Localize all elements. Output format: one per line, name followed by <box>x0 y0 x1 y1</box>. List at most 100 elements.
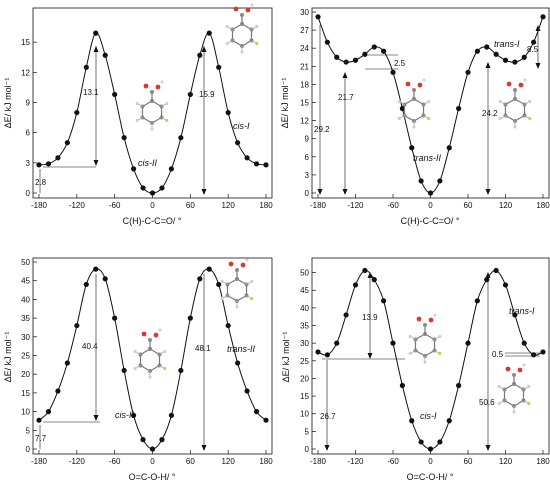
oxygen-atom <box>505 366 511 372</box>
data-point <box>446 418 452 424</box>
conformer-label: cis-I <box>233 121 250 131</box>
y-tick-label: 40 <box>300 304 309 313</box>
atom <box>438 351 442 356</box>
atom <box>497 401 501 406</box>
atom <box>408 351 412 356</box>
data-point <box>244 388 250 394</box>
molecule-structure-icon <box>135 80 169 131</box>
atom <box>498 116 502 121</box>
hydrogen-atom <box>433 313 437 317</box>
data-point <box>512 59 518 65</box>
y-tick-label: 21 <box>300 62 309 71</box>
y-tick-label: 40 <box>21 295 30 304</box>
carbon-atom <box>512 373 516 377</box>
carbon-atom <box>138 363 143 368</box>
data-point <box>399 382 405 389</box>
conformer-label: cis-II <box>115 410 134 420</box>
carbon-atom <box>235 268 239 272</box>
molecule-structure-icon <box>498 78 532 129</box>
x-tick-label: -60 <box>109 457 121 466</box>
atom <box>250 296 254 301</box>
data-point <box>352 282 359 288</box>
hydrogen-atom <box>158 328 162 332</box>
conformer-label: trans-II <box>227 344 256 354</box>
annotation-value: 13.9 <box>362 313 378 322</box>
data-point <box>178 135 184 141</box>
data-point <box>381 48 387 54</box>
carbon-atom <box>150 90 154 94</box>
atom <box>225 24 229 29</box>
carbon-atom <box>244 282 249 287</box>
x-tick-label: 0 <box>428 457 433 466</box>
data-point <box>235 360 241 366</box>
axis-ticks: -180 -120 -60 0 60 120 180 0 3 6 9 12 15 18 21 24 27 30 <box>300 8 550 210</box>
atom <box>427 116 431 121</box>
molecule-structure-icon <box>497 363 531 414</box>
carbon-atom <box>402 113 407 118</box>
y-tick-label: 10 <box>300 410 309 419</box>
data-point <box>352 57 359 63</box>
hydrogen-atom <box>250 3 254 7</box>
data-point <box>427 190 434 196</box>
y-tick-label: 15 <box>21 38 30 47</box>
atom <box>423 360 427 364</box>
data-point <box>409 418 415 424</box>
atom <box>163 349 167 354</box>
axis-ticks: -180 -120 -60 0 60 120 180 0 5 10 15 20 25 30 35 40 45 50 <box>21 258 273 466</box>
panel-trans-oh-torsion: -180 -120 -60 0 60 120 180 0 5 10 15 20 25 30 35 40 45 50… <box>281 257 550 482</box>
data-point <box>334 340 340 346</box>
data-point <box>315 14 321 20</box>
atom <box>497 384 501 389</box>
data-point <box>159 185 165 191</box>
data-point <box>187 91 193 98</box>
y-tick-label: 30 <box>300 339 309 348</box>
data-point <box>130 166 137 172</box>
annotation-arrows <box>322 274 540 449</box>
panel-cis-ch-torsion: -180 -120 -60 0 60 120 180 0 3 6 9 12 15 ΔE/ kJ mol⁻… <box>3 3 273 226</box>
y-tick-label: 10 <box>21 408 30 417</box>
data-point <box>55 388 61 394</box>
atom <box>250 279 254 284</box>
annotation-value: 21.7 <box>338 93 354 102</box>
oxygen-atom <box>428 317 434 323</box>
data-point <box>45 409 52 415</box>
carbon-atom <box>159 104 164 109</box>
y-tick-label: 6 <box>305 153 310 162</box>
x-tick-label: -60 <box>109 201 121 210</box>
y-tick-label: 3 <box>305 171 310 180</box>
atom <box>527 401 531 406</box>
data-point <box>74 322 80 329</box>
data-point <box>112 91 118 98</box>
data-point <box>362 51 368 57</box>
data-point <box>55 155 61 161</box>
data-point <box>512 312 518 318</box>
molecule-structure-icon <box>225 3 259 54</box>
x-tick-label: 180 <box>536 457 550 466</box>
hydrogen-atom <box>245 258 249 262</box>
oxygen-atom <box>245 7 251 13</box>
y-tick-label: 12 <box>21 68 30 77</box>
data-point <box>521 340 527 346</box>
oxygen-atom <box>518 82 524 88</box>
data-point <box>474 298 480 304</box>
data-point <box>93 30 99 36</box>
data-point <box>465 340 471 346</box>
y-tick-label: 9 <box>26 99 31 108</box>
y-tick-label: 3 <box>26 159 31 168</box>
data-point <box>225 109 231 116</box>
data-point <box>427 446 434 452</box>
x-tick-label: 120 <box>499 457 513 466</box>
annotation-value: 7.7 <box>35 434 47 443</box>
data-point <box>36 162 42 168</box>
plot-frame <box>32 7 273 199</box>
carbon-atom <box>138 352 143 357</box>
x-tick-label: -180 <box>31 201 48 210</box>
y-tick-label: 45 <box>300 286 309 295</box>
data-point <box>456 105 462 112</box>
series-points <box>315 14 546 196</box>
data-point <box>216 64 222 70</box>
data-point <box>64 360 70 366</box>
x-tick-label: -180 <box>31 457 48 466</box>
x-tick-label: 60 <box>464 457 473 466</box>
x-tick-label: -180 <box>310 457 327 466</box>
